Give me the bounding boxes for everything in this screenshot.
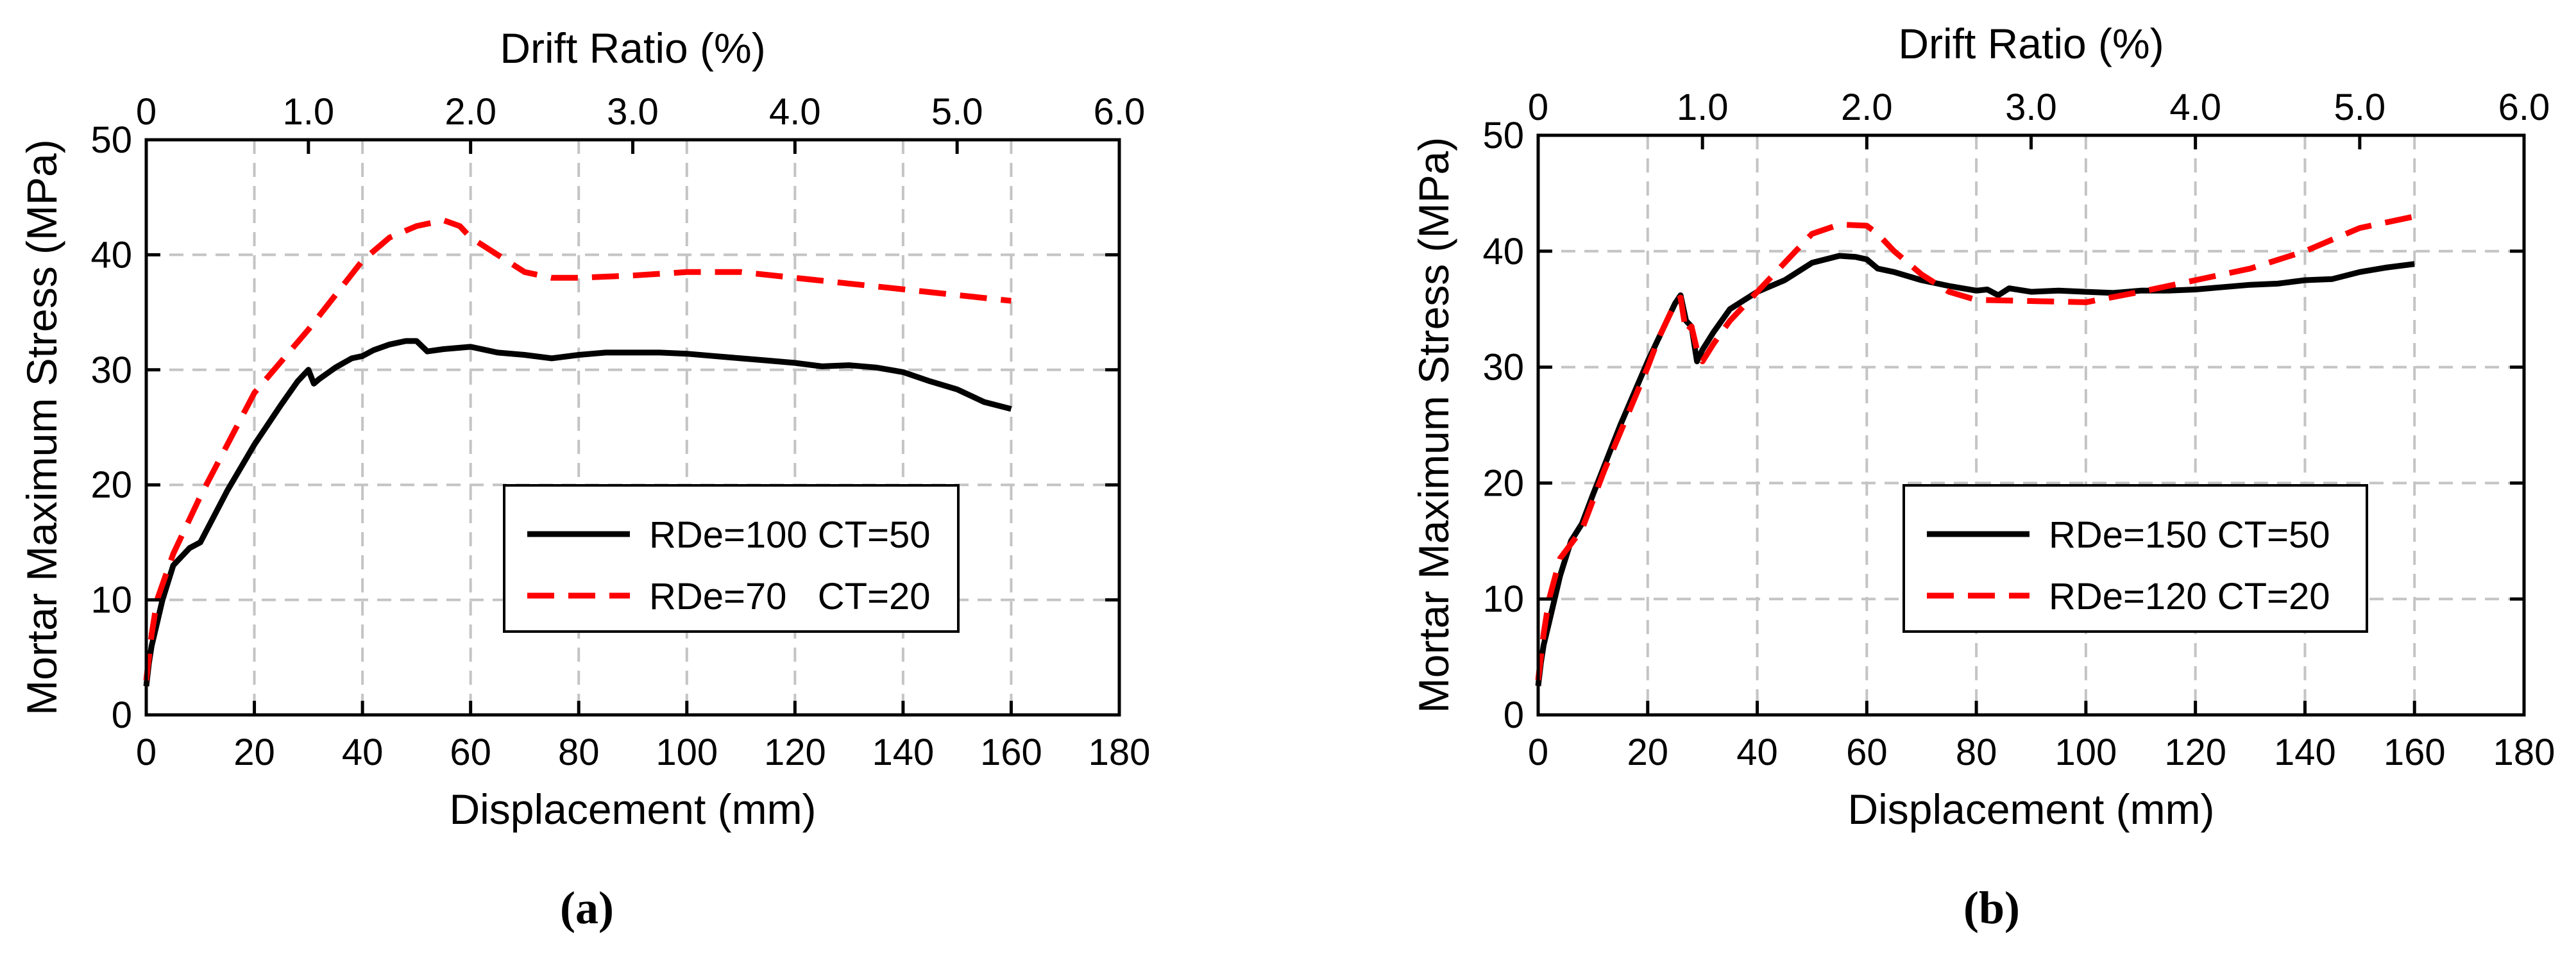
x-tick-label: 60: [1846, 732, 1888, 773]
panel-label: (b): [1963, 882, 2020, 934]
x2-tick-label: 1.0: [283, 91, 335, 133]
x2-tick-label: 4.0: [2169, 87, 2221, 128]
y-tick-label: 30: [1482, 347, 1524, 389]
series-line-1: [143, 338, 1012, 687]
x2-tick-label: 2.0: [445, 91, 496, 133]
grid: [1538, 135, 2524, 715]
panel-label: (a): [560, 882, 614, 934]
x-tick-label: 180: [2493, 732, 2555, 773]
y-tick-label: 20: [90, 464, 132, 506]
x-tick-label: 160: [980, 732, 1042, 773]
legend: RDe=100 CT=50 RDe=70 CT=20: [503, 484, 960, 633]
x-tick-label: 100: [2055, 732, 2117, 773]
x-tick-label: 160: [2384, 732, 2446, 773]
x2-tick-label: 3.0: [2005, 87, 2057, 128]
x2-tick-label: 0: [136, 91, 157, 133]
x-tick-label: 0: [136, 732, 157, 773]
x-tick-label: 60: [450, 732, 491, 773]
y-tick-label: 0: [112, 694, 132, 736]
y-tick-label: 40: [1482, 231, 1524, 272]
y-tick-label: 40: [90, 234, 132, 276]
x-tick-label: 80: [1956, 732, 1997, 773]
y-tick-label: 50: [1482, 115, 1524, 156]
x-axis-title: Displacement (mm): [449, 785, 816, 833]
y-tick-label: 20: [1482, 462, 1524, 504]
x-tick-label: 180: [1089, 732, 1151, 773]
x2-axis-title: Drift Ratio (%): [500, 24, 765, 72]
y-tick-label: 10: [1482, 578, 1524, 620]
series-line-2: [1535, 214, 2416, 681]
x2-tick-label: 5.0: [931, 91, 983, 133]
legend-label-2: RDe=70 CT=20: [649, 576, 930, 617]
y-axis-title: Mortar Maximum Stress (MPa): [1410, 137, 1457, 713]
x-tick-label: 40: [1736, 732, 1778, 773]
y-tick-label: 50: [90, 119, 132, 161]
x2-tick-label: 6.0: [2498, 87, 2550, 128]
x-tick-label: 20: [1627, 732, 1669, 773]
x-tick-label: 20: [233, 732, 275, 773]
x2-tick-label: 5.0: [2334, 87, 2386, 128]
x2-tick-label: 0: [1528, 87, 1548, 128]
x-tick-label: 40: [342, 732, 384, 773]
x-tick-label: 140: [872, 732, 934, 773]
legend-label-1: RDe=150 CT=50: [2049, 514, 2330, 556]
x-tick-label: 120: [764, 732, 826, 773]
x-tick-label: 0: [1528, 732, 1548, 773]
x2-tick-label: 4.0: [769, 91, 821, 133]
legend: RDe=150 CT=50 RDe=120 CT=20: [1902, 484, 2368, 633]
x-tick-label: 140: [2274, 732, 2336, 773]
legend-box: [503, 484, 960, 633]
x-tick-label: 120: [2164, 732, 2226, 773]
y-tick-label: 0: [1504, 694, 1524, 736]
y-tick-label: 10: [90, 580, 132, 621]
x-tick-label: 80: [558, 732, 600, 773]
x2-tick-label: 2.0: [1841, 87, 1893, 128]
x2-tick-label: 6.0: [1094, 91, 1146, 133]
x2-tick-label: 3.0: [607, 91, 659, 133]
y-axis-title: Mortar Maximum Stress (MPa): [18, 139, 65, 715]
x2-axis-title: Drift Ratio (%): [1898, 20, 2164, 67]
y-tick-label: 30: [90, 349, 132, 391]
x-tick-label: 100: [656, 732, 718, 773]
legend-label-1: RDe=100 CT=50: [649, 514, 930, 556]
x-axis-title: Displacement (mm): [1847, 785, 2214, 833]
x2-tick-label: 1.0: [1677, 87, 1729, 128]
legend-label-2: RDe=120 CT=20: [2049, 576, 2330, 617]
legend-box: [1902, 484, 2368, 633]
